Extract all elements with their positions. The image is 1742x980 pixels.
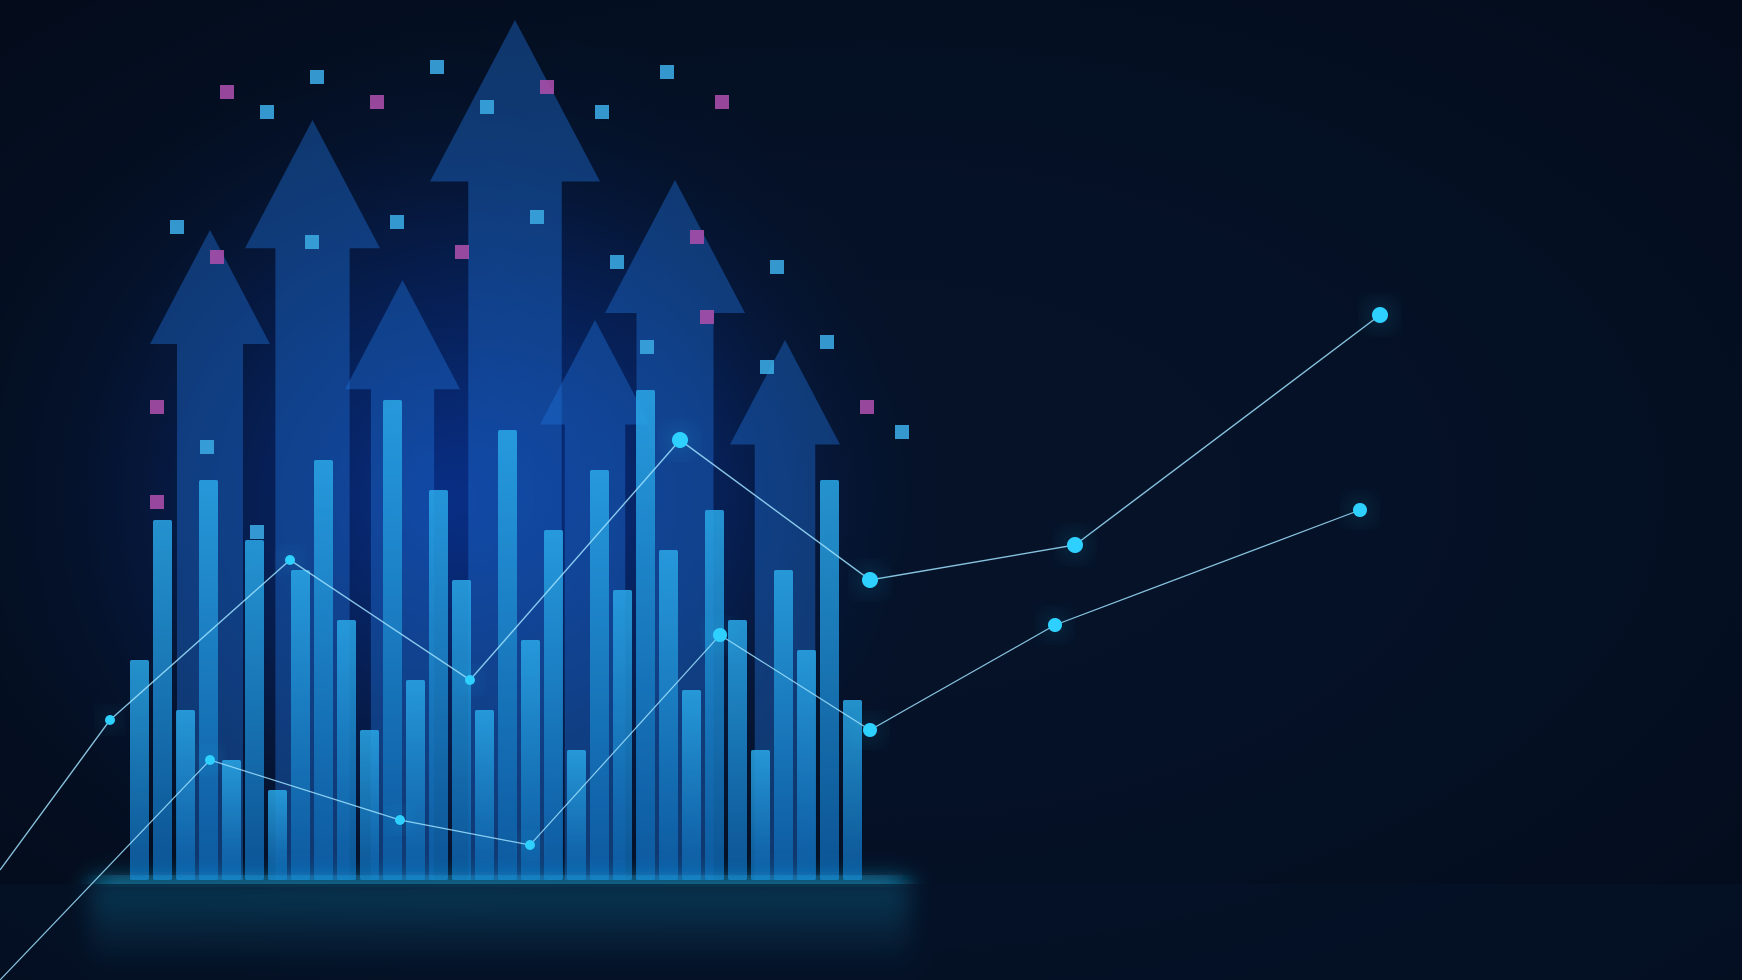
trend-line-upper-dot-glow xyxy=(1064,534,1086,556)
confetti-square xyxy=(770,260,784,274)
trend-line-lower-dot-glow xyxy=(860,720,880,740)
confetti-square xyxy=(690,230,704,244)
trend-line-upper-dot-glow xyxy=(462,672,478,688)
trend-line-lower-dot-glow xyxy=(710,625,730,645)
confetti-square xyxy=(820,335,834,349)
trend-line-upper-dot-glow xyxy=(1369,304,1391,326)
confetti-square xyxy=(260,105,274,119)
floor xyxy=(0,884,1742,980)
confetti-square xyxy=(480,100,494,114)
confetti-square xyxy=(715,95,729,109)
trend-line-lower-dot-glow xyxy=(1350,500,1370,520)
bar xyxy=(222,760,241,880)
confetti-square xyxy=(310,70,324,84)
confetti-square xyxy=(170,220,184,234)
trend-line-lower-dot-glow xyxy=(202,752,218,768)
confetti-square xyxy=(455,245,469,259)
bar xyxy=(475,710,494,880)
confetti-square xyxy=(430,60,444,74)
confetti-square xyxy=(860,400,874,414)
bar xyxy=(774,570,793,880)
confetti-square xyxy=(250,525,264,539)
trend-line-upper-dot-glow xyxy=(282,552,298,568)
bar xyxy=(314,460,333,880)
bar xyxy=(452,580,471,880)
bar xyxy=(797,650,816,880)
bar xyxy=(751,750,770,880)
trend-line-lower-dot-glow xyxy=(392,812,408,828)
confetti-square xyxy=(595,105,609,119)
bar xyxy=(843,700,862,880)
confetti-square xyxy=(760,360,774,374)
bar xyxy=(659,550,678,880)
confetti-square xyxy=(390,215,404,229)
confetti-square xyxy=(660,65,674,79)
bar xyxy=(728,620,747,880)
confetti-square xyxy=(700,310,714,324)
bar xyxy=(429,490,448,880)
confetti-square xyxy=(540,80,554,94)
confetti-square xyxy=(200,440,214,454)
trend-line-upper-dot-glow xyxy=(669,429,691,451)
bar xyxy=(567,750,586,880)
confetti-square xyxy=(305,235,319,249)
bar xyxy=(199,480,218,880)
bar xyxy=(176,710,195,880)
bar xyxy=(268,790,287,880)
trend-line-upper-dot-glow xyxy=(859,569,881,591)
bar xyxy=(153,520,172,880)
trend-line-lower-dot-glow xyxy=(522,837,538,853)
bar xyxy=(360,730,379,880)
bar xyxy=(544,530,563,880)
bar xyxy=(705,510,724,880)
bar xyxy=(636,390,655,880)
trend-line-upper-dot-glow xyxy=(102,712,118,728)
confetti-square xyxy=(150,495,164,509)
confetti-square xyxy=(150,400,164,414)
confetti-square xyxy=(210,250,224,264)
bar xyxy=(406,680,425,880)
confetti-square xyxy=(640,340,654,354)
bar xyxy=(383,400,402,880)
bar xyxy=(337,620,356,880)
confetti-square xyxy=(610,255,624,269)
bar xyxy=(498,430,517,880)
confetti-square xyxy=(530,210,544,224)
confetti-square xyxy=(895,425,909,439)
growth-infographic xyxy=(0,0,1742,980)
bar xyxy=(291,570,310,880)
bar xyxy=(820,480,839,880)
confetti-square xyxy=(220,85,234,99)
confetti-square xyxy=(370,95,384,109)
bar xyxy=(682,690,701,880)
trend-line-lower-dot-glow xyxy=(1045,615,1065,635)
